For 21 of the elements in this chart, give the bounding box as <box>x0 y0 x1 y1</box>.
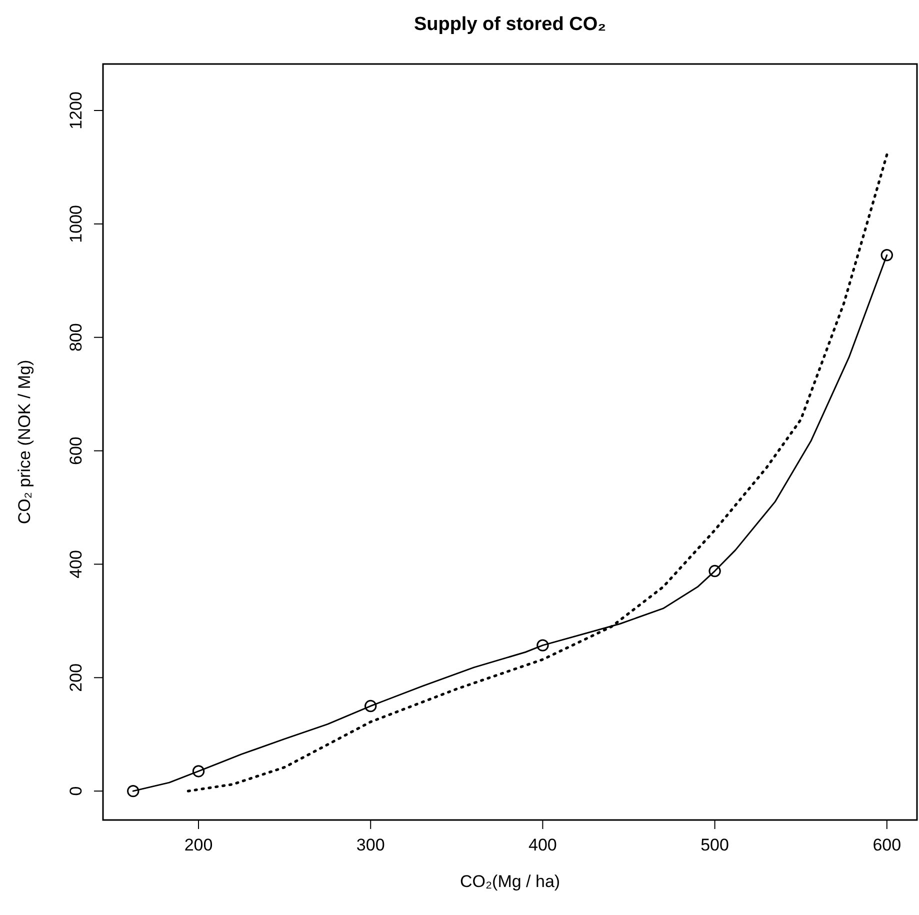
x-axis-title: CO₂(Mg / ha) <box>460 872 560 891</box>
point <box>880 249 893 262</box>
y-axis-title: CO₂ price (NOK / Mg) <box>15 360 34 524</box>
y-tick-label: 800 <box>66 323 86 352</box>
x-tick-label: 300 <box>356 836 385 855</box>
y-tick-label: 400 <box>66 550 86 578</box>
y-tick-label: 1200 <box>66 92 86 130</box>
x-tick-label: 600 <box>872 836 902 855</box>
x-tick-label: 400 <box>528 836 557 855</box>
point <box>192 765 205 778</box>
point <box>708 564 721 578</box>
x-tick-label: 200 <box>184 836 213 855</box>
point <box>364 700 377 712</box>
y-tick-label: 1000 <box>66 205 86 243</box>
point <box>127 784 140 798</box>
chart-title: Supply of stored CO₂ <box>414 14 606 35</box>
x-tick-label: 500 <box>700 836 729 855</box>
y-tick-label: 600 <box>66 436 86 465</box>
y-tick-label: 0 <box>66 786 86 796</box>
y-tick-label: 200 <box>66 663 86 692</box>
point <box>536 639 549 652</box>
